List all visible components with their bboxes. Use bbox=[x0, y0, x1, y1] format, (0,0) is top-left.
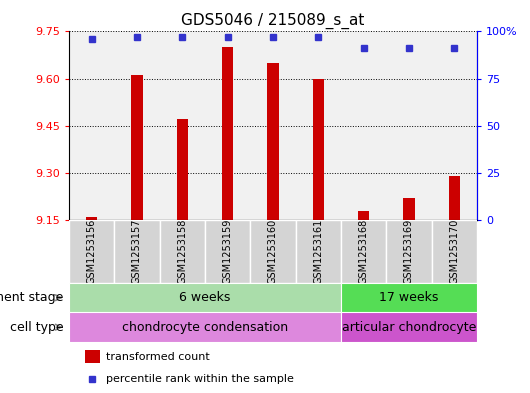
Bar bbox=[341, 312, 477, 342]
Title: GDS5046 / 215089_s_at: GDS5046 / 215089_s_at bbox=[181, 13, 365, 29]
Bar bbox=[131, 75, 143, 220]
Text: transformed count: transformed count bbox=[105, 351, 209, 362]
Text: GSM1253158: GSM1253158 bbox=[177, 219, 187, 284]
Text: GSM1253161: GSM1253161 bbox=[313, 219, 323, 284]
Text: GSM1253168: GSM1253168 bbox=[359, 219, 369, 284]
Bar bbox=[431, 31, 477, 220]
Text: percentile rank within the sample: percentile rank within the sample bbox=[105, 374, 294, 384]
Text: 17 weeks: 17 weeks bbox=[379, 291, 439, 304]
Bar bbox=[160, 220, 205, 283]
Text: 6 weeks: 6 weeks bbox=[179, 291, 231, 304]
Text: GSM1253170: GSM1253170 bbox=[449, 219, 460, 284]
Bar bbox=[296, 220, 341, 283]
Text: articular chondrocyte: articular chondrocyte bbox=[342, 321, 476, 334]
Text: cell type: cell type bbox=[10, 321, 64, 334]
Bar bbox=[86, 217, 97, 220]
Bar bbox=[403, 198, 414, 220]
Text: GSM1253159: GSM1253159 bbox=[223, 219, 233, 284]
Bar bbox=[449, 176, 460, 220]
Bar bbox=[69, 312, 341, 342]
Bar bbox=[386, 31, 431, 220]
Bar bbox=[431, 220, 477, 283]
Bar bbox=[176, 119, 188, 220]
Bar bbox=[69, 283, 341, 312]
Text: GSM1253160: GSM1253160 bbox=[268, 219, 278, 284]
Bar bbox=[205, 220, 250, 283]
Text: chondrocyte condensation: chondrocyte condensation bbox=[122, 321, 288, 334]
Bar bbox=[341, 283, 477, 312]
Bar bbox=[114, 220, 160, 283]
Bar bbox=[250, 220, 296, 283]
Bar bbox=[296, 31, 341, 220]
Bar bbox=[69, 220, 114, 283]
Text: GSM1253157: GSM1253157 bbox=[132, 219, 142, 284]
Bar bbox=[114, 31, 160, 220]
Bar bbox=[341, 220, 386, 283]
Text: GSM1253169: GSM1253169 bbox=[404, 219, 414, 284]
Bar bbox=[69, 31, 114, 220]
Bar bbox=[386, 220, 431, 283]
Bar bbox=[341, 31, 386, 220]
Bar bbox=[313, 79, 324, 220]
Bar bbox=[160, 31, 205, 220]
Bar bbox=[267, 63, 279, 220]
Bar bbox=[358, 211, 369, 220]
Bar bbox=[222, 47, 233, 220]
Bar bbox=[205, 31, 250, 220]
Bar bbox=[85, 350, 100, 363]
Bar bbox=[250, 31, 296, 220]
Text: GSM1253156: GSM1253156 bbox=[86, 219, 96, 284]
Text: development stage: development stage bbox=[0, 291, 64, 304]
